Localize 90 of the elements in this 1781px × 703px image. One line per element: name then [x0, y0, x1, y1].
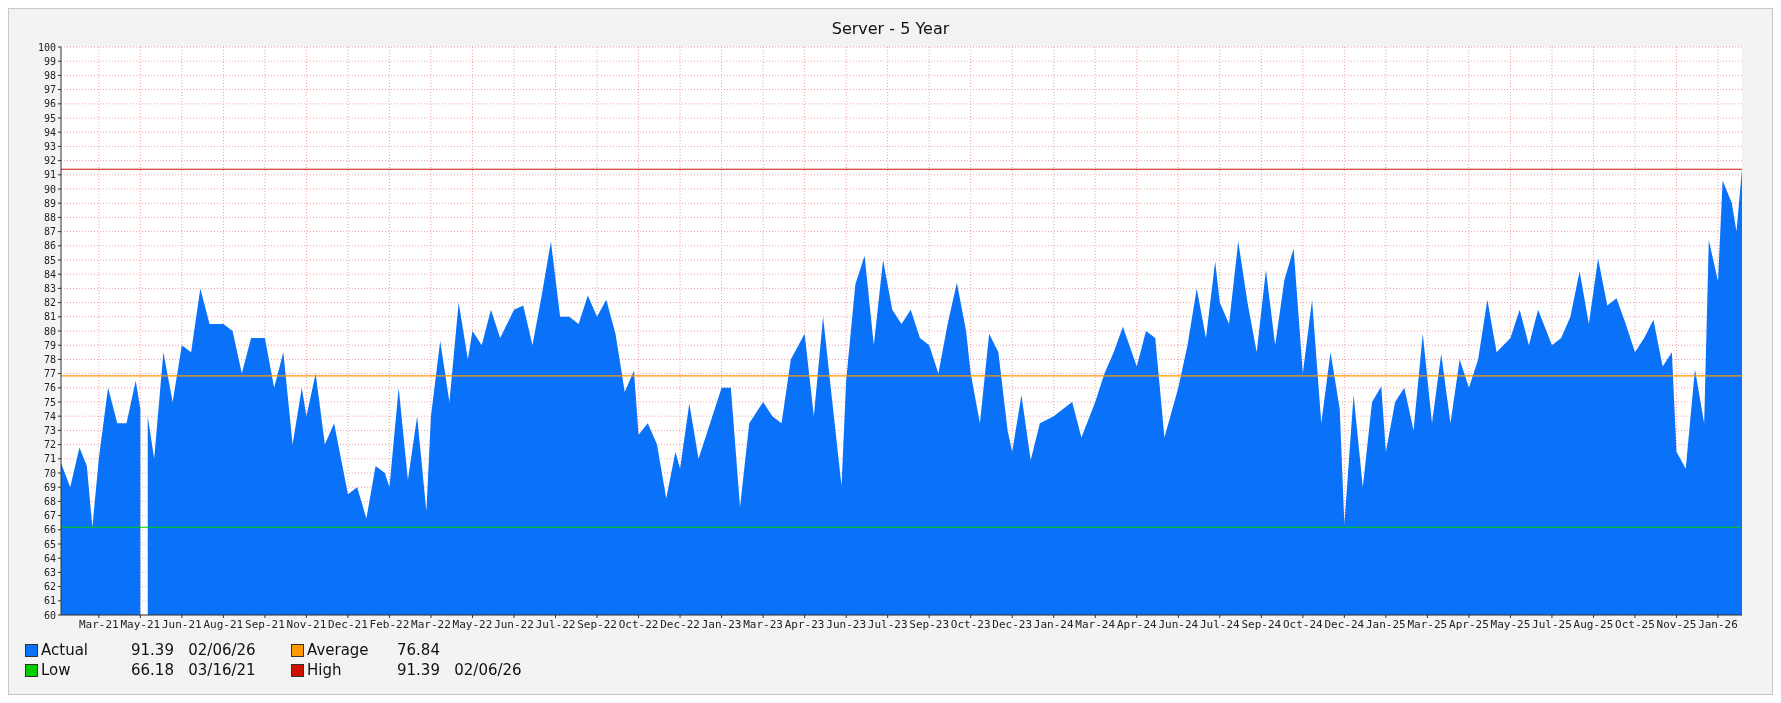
y-tick-label: 100 [37, 41, 56, 53]
x-tick-label: Jul-23 [867, 617, 908, 631]
y-tick-label: 87 [43, 226, 56, 238]
x-tick-label: Jan-23 [701, 617, 742, 631]
y-tick-label: 65 [43, 538, 56, 550]
x-tick-label: Oct-25 [1615, 617, 1655, 631]
x-tick-label: Dec-24 [1324, 617, 1365, 631]
y-tick-label: 82 [43, 297, 56, 309]
chart-title: Server - 5 Year [830, 18, 951, 40]
x-tick-label: Oct-24 [1282, 617, 1324, 631]
x-tick-label: Jan-24 [1033, 617, 1074, 631]
y-tick-label: 80 [43, 325, 56, 337]
text: 76.84 [397, 641, 441, 659]
y-tick-label: 74 [43, 410, 56, 422]
y-tick-label: 81 [43, 311, 56, 323]
y-tick-label: 90 [43, 183, 56, 195]
y-tick-label: 63 [43, 566, 56, 578]
y-tick-label: 77 [43, 368, 56, 380]
x-tick-label: Apr-25 [1449, 617, 1489, 631]
x-tick-label: Dec-22 [660, 617, 700, 631]
text: 66.18 03/16/21 [131, 661, 257, 679]
y-tick-label: 88 [43, 211, 56, 223]
y-tick-label: 61 [43, 595, 56, 607]
legend-label: Low [41, 661, 72, 679]
x-tick-label: Apr-23 [784, 617, 825, 631]
y-tick-label: 60 [43, 609, 56, 621]
y-tick-label: 71 [43, 453, 56, 465]
x-tick-label: May-25 [1490, 617, 1531, 631]
x-tick-label: Jul-25 [1532, 617, 1572, 631]
x-tick-label: Jun-21 [161, 617, 202, 631]
x-tick-label: Mar-24 [1075, 617, 1116, 631]
y-tick-label: 72 [43, 439, 56, 451]
y-tick-label: 98 [43, 69, 56, 81]
x-tick-label: Mar-23 [743, 617, 783, 631]
x-tick-label: Aug-25 [1573, 617, 1614, 631]
x-tick-label: Jun-22 [494, 617, 534, 631]
y-tick-label: 83 [43, 282, 56, 294]
x-tick-label: Sep-23 [909, 617, 950, 631]
x-tick-label: Apr-24 [1116, 617, 1157, 631]
y-tick-label: 91 [43, 169, 56, 181]
x-tick-label: Dec-23 [992, 617, 1033, 631]
legend-label: High [307, 661, 343, 679]
x-tick-label: Jun-23 [826, 617, 867, 631]
y-tick-label: 99 [43, 55, 56, 67]
y-tick-label: 85 [43, 254, 56, 266]
y-tick-label: 95 [43, 112, 56, 124]
x-tick-label: Aug-21 [203, 617, 244, 631]
y-tick-label: 79 [43, 339, 56, 351]
y-tick-label: 84 [43, 268, 56, 280]
y-tick-label: 92 [43, 155, 56, 167]
y-tick-label: 68 [43, 495, 56, 507]
x-tick-label: Dec-21 [328, 617, 368, 631]
text: 91.39 02/06/26 [131, 641, 257, 659]
x-tick-label: Nov-25 [1656, 617, 1697, 631]
text: 91.39 02/06/26 [397, 661, 523, 679]
y-tick-label: 96 [43, 98, 56, 110]
x-tick-label: Mar-21 [78, 617, 119, 631]
x-tick-label: May-22 [452, 617, 493, 631]
x-tick-label: Nov-21 [286, 617, 327, 631]
x-tick-label: Jun-24 [1158, 617, 1199, 631]
x-tick-label: Jul-22 [535, 617, 576, 631]
x-tick-label: Mar-22 [411, 617, 451, 631]
x-tick-label: Sep-21 [245, 617, 285, 631]
legend-label: Average [307, 641, 370, 659]
x-tick-label: Jan-26 [1698, 617, 1738, 631]
x-tick-label: Sep-22 [577, 617, 617, 631]
y-tick-label: 75 [43, 396, 56, 408]
x-tick-label: Mar-25 [1407, 617, 1448, 631]
x-tick-label: Oct-23 [950, 617, 991, 631]
x-tick-label: Jul-24 [1199, 617, 1241, 631]
x-tick-label: Jan-25 [1366, 617, 1406, 631]
y-tick-label: 89 [43, 197, 56, 209]
y-tick-label: 67 [43, 510, 56, 522]
y-tick-label: 86 [43, 240, 56, 252]
y-tick-label: 76 [43, 382, 56, 394]
x-tick-label: Sep-24 [1241, 617, 1282, 631]
y-tick-label: 97 [43, 84, 56, 96]
y-tick-label: 73 [43, 424, 56, 436]
y-tick-label: 94 [43, 126, 56, 138]
y-tick-label: 66 [43, 524, 56, 536]
x-tick-label: May-21 [120, 617, 161, 631]
y-tick-label: 93 [43, 140, 56, 152]
y-tick-label: 69 [43, 481, 56, 493]
legend-label: Actual [41, 641, 89, 659]
x-tick-label: Feb-22 [369, 617, 410, 631]
x-tick-label: Oct-22 [618, 617, 659, 631]
y-tick-label: 62 [43, 581, 56, 593]
y-tick-label: 64 [43, 552, 56, 564]
y-tick-label: 78 [43, 353, 56, 365]
y-tick-label: 70 [43, 467, 56, 479]
